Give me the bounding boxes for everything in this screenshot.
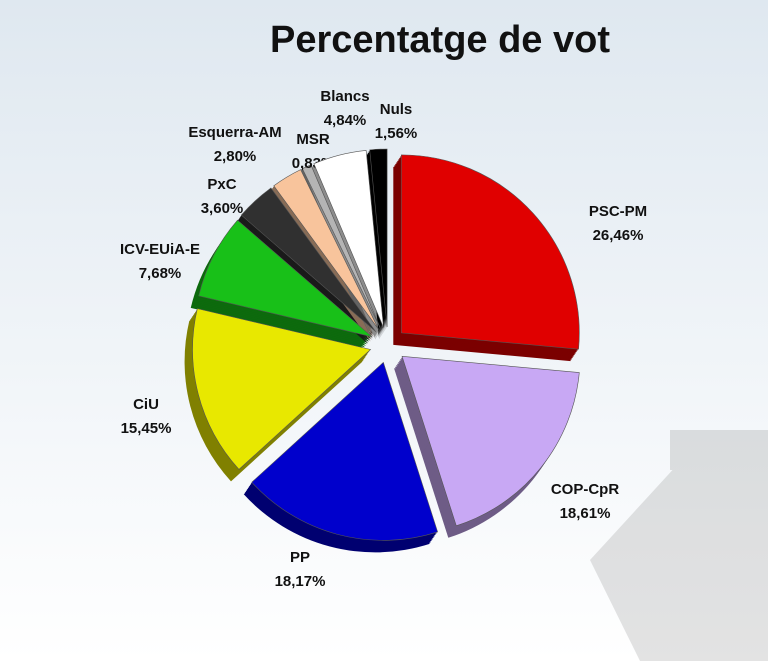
- slice: [192, 308, 372, 470]
- watermark: [590, 430, 768, 661]
- slice-value-label: 7,68%: [139, 265, 182, 282]
- slice-label: PxC: [207, 176, 236, 193]
- slice-value-label: 26,46%: [593, 227, 644, 244]
- slice-label: COP-CpR: [551, 481, 619, 498]
- slice: [240, 187, 377, 332]
- slice-value-label: 18,17%: [275, 573, 326, 590]
- slice: [302, 164, 381, 329]
- slice-label: PP: [290, 549, 310, 566]
- slice-value-label: 2,80%: [214, 148, 257, 165]
- slice: [273, 169, 379, 330]
- slice-label: MSR: [296, 131, 330, 148]
- slice: [313, 150, 384, 328]
- slice-value-label: 3,60%: [201, 200, 244, 217]
- slice-value-label: 1,56%: [375, 125, 418, 142]
- slice-value-label: 18,61%: [560, 505, 611, 522]
- slice-label: Esquerra-AM: [188, 124, 281, 141]
- slice: [369, 148, 388, 328]
- slice-label: ICV-EUiA-E: [120, 241, 200, 258]
- slice-value-label: 15,45%: [121, 420, 172, 437]
- slice-label: CiU: [133, 396, 159, 413]
- slice-label: Nuls: [380, 101, 413, 118]
- slice: [251, 361, 438, 541]
- slice-label: Blancs: [320, 88, 369, 105]
- slice-label: PSC-PM: [589, 203, 647, 220]
- slice-value-label: 4,84%: [324, 112, 367, 129]
- slice: [198, 219, 373, 338]
- slice: [400, 154, 580, 350]
- chart-title: Percentatge de vot: [270, 19, 610, 61]
- slice: [401, 355, 580, 527]
